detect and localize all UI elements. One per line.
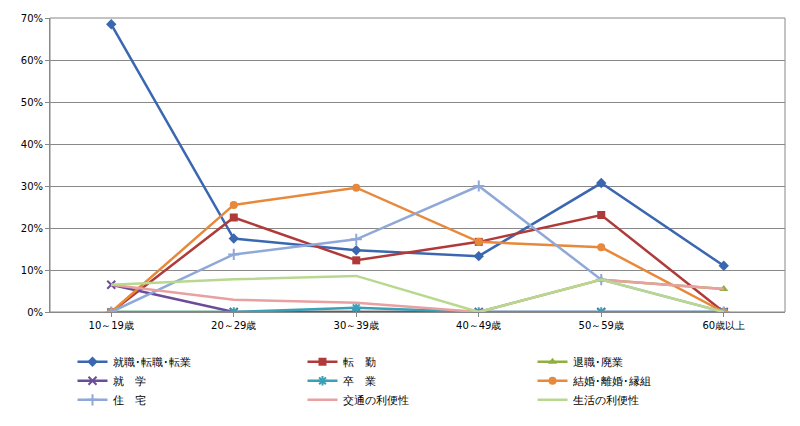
svg-text:卒 業: 卒 業	[343, 375, 376, 388]
svg-text:0%: 0%	[27, 307, 43, 318]
svg-text:交通の利便性: 交通の利便性	[343, 394, 409, 407]
svg-text:就職･転職･転業: 就職･転職･転業	[113, 356, 191, 369]
svg-text:40%: 40%	[21, 139, 43, 150]
svg-text:住 宅: 住 宅	[113, 394, 146, 407]
svg-text:転 勤: 転 勤	[343, 356, 376, 369]
svg-text:20%: 20%	[21, 223, 43, 234]
svg-text:20～29歳: 20～29歳	[211, 320, 256, 331]
svg-text:40～49歳: 40～49歳	[456, 320, 501, 331]
svg-text:退職･廃業: 退職･廃業	[573, 356, 623, 369]
svg-text:10%: 10%	[21, 265, 43, 276]
svg-text:30～39歳: 30～39歳	[334, 320, 379, 331]
svg-text:結婚･離婚･縁組: 結婚･離婚･縁組	[572, 375, 651, 388]
svg-text:50%: 50%	[21, 97, 43, 108]
svg-text:60%: 60%	[21, 55, 43, 66]
svg-text:30%: 30%	[21, 181, 43, 192]
svg-text:生活の利便性: 生活の利便性	[573, 394, 639, 407]
svg-text:就 学: 就 学	[113, 375, 146, 388]
svg-text:50～59歳: 50～59歳	[579, 320, 624, 331]
svg-text:10～19歳: 10～19歳	[89, 320, 134, 331]
svg-text:60歳以上: 60歳以上	[702, 320, 745, 331]
svg-text:70%: 70%	[21, 13, 43, 24]
